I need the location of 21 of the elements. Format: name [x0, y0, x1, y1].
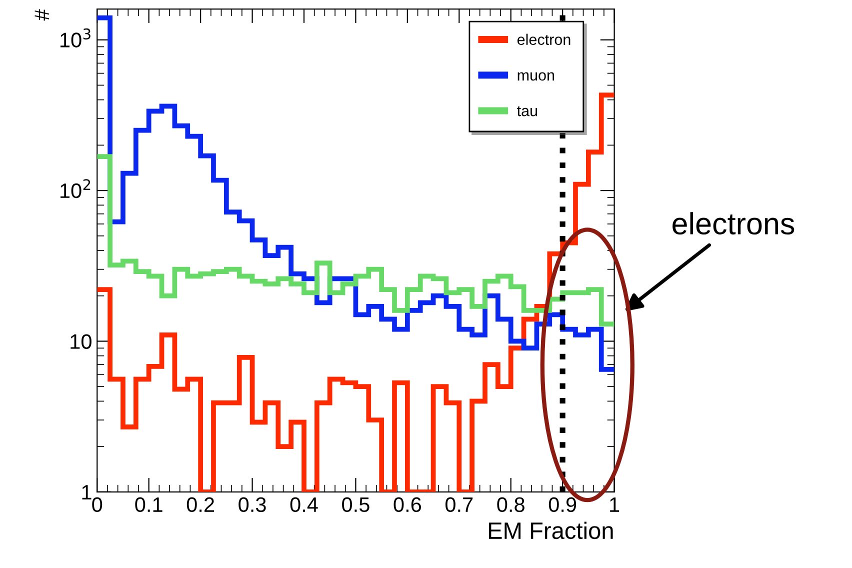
legend-label: muon: [518, 72, 554, 81]
y-axis-title: #: [34, 9, 50, 21]
y-tick-label: 10$^{2}$: [60, 179, 90, 198]
text: electrons: [672, 212, 794, 235]
x-tick-label: 0.2: [186, 497, 214, 512]
x-tick-label: 0: [92, 497, 102, 512]
x-tick-label: 0.1: [135, 497, 162, 512]
x-tick-label: 0.8: [497, 497, 524, 512]
y-tick-label: 10$^{3}$: [60, 28, 90, 48]
x-axis-title: EM Fraction: [488, 522, 613, 540]
y-tick-label: 10: [70, 334, 92, 349]
x-tick-label: 0.6: [394, 497, 421, 512]
legend-label: tau: [517, 106, 538, 116]
x-tick-label: 0.4: [290, 497, 318, 512]
x-tick-label: 0.9: [548, 497, 576, 512]
y-tick-label: 1: [82, 485, 92, 500]
x-tick-label: 1: [610, 498, 620, 512]
legend-label: electron: [517, 34, 570, 45]
x-tick-label: 0.7: [445, 497, 473, 512]
x-tick-label: 0.3: [238, 497, 266, 512]
x-tick-label: 0.5: [342, 497, 370, 512]
